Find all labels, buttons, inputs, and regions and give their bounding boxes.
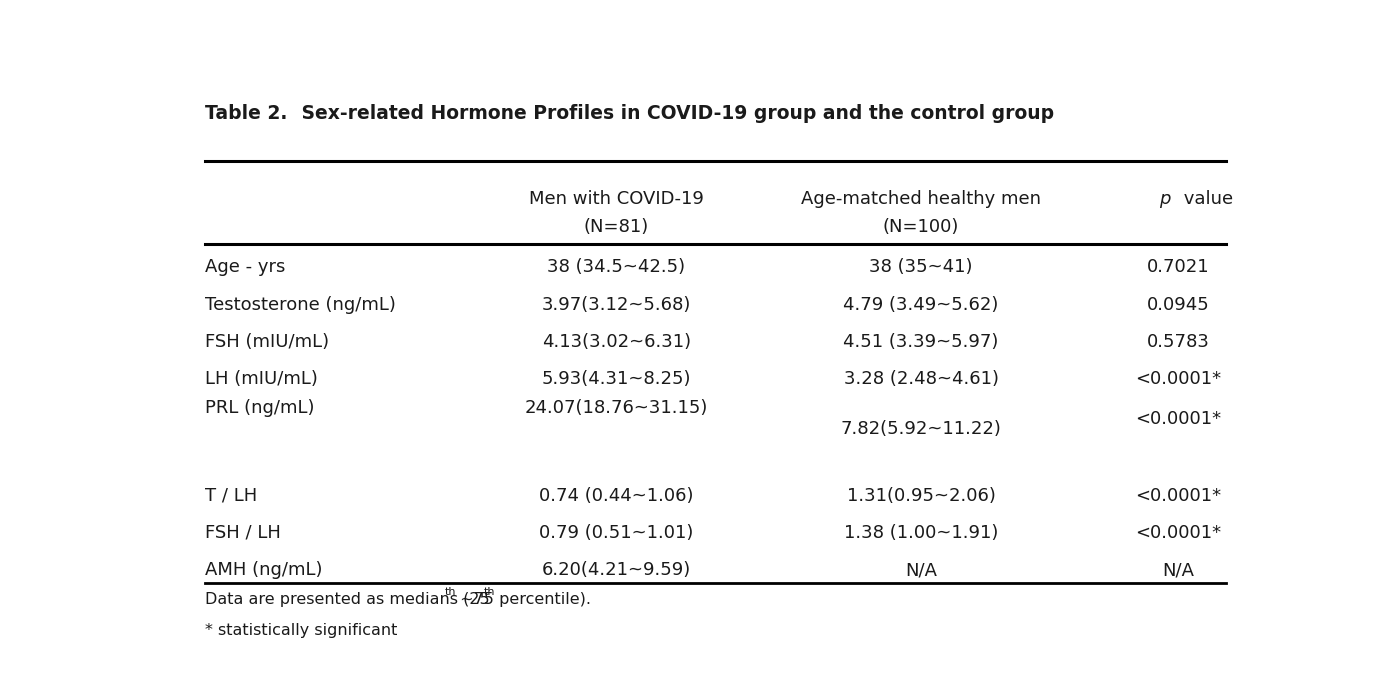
Text: * statistically significant: * statistically significant [204,623,397,638]
Text: Age - yrs: Age - yrs [204,258,284,276]
Text: th: th [484,587,495,597]
Text: 0.5783: 0.5783 [1147,333,1209,351]
Text: 4.51 (3.39~5.97): 4.51 (3.39~5.97) [843,333,999,351]
Text: 0.74 (0.44~1.06): 0.74 (0.44~1.06) [540,487,694,505]
Text: 0.7021: 0.7021 [1147,258,1209,276]
Text: 3.97(3.12~5.68): 3.97(3.12~5.68) [542,296,691,313]
Text: 5.93(4.31~8.25): 5.93(4.31~8.25) [541,370,691,388]
Text: 4.13(3.02~6.31): 4.13(3.02~6.31) [542,333,691,351]
Text: p: p [1159,190,1170,208]
Text: <0.0001*: <0.0001* [1134,524,1221,542]
Text: FSH / LH: FSH / LH [204,524,280,542]
Text: Testosterone (ng/mL): Testosterone (ng/mL) [204,296,396,313]
Text: percentile).: percentile). [494,592,591,607]
Text: <0.0001*: <0.0001* [1134,370,1221,388]
Text: N/A: N/A [905,561,937,579]
Text: <0.0001*: <0.0001* [1134,487,1221,505]
Text: Sex-related Hormone Profiles in COVID-19 group and the control group: Sex-related Hormone Profiles in COVID-19… [282,104,1054,123]
Text: 38 (34.5~42.5): 38 (34.5~42.5) [548,258,686,276]
Text: <0.0001*: <0.0001* [1134,410,1221,428]
Text: (N=100): (N=100) [883,218,959,237]
Text: PRL (ng/mL): PRL (ng/mL) [204,400,315,417]
Text: 24.07(18.76~31.15): 24.07(18.76~31.15) [524,400,708,417]
Text: Age-matched healthy men: Age-matched healthy men [802,190,1041,208]
Text: Table 2.: Table 2. [204,104,287,123]
Text: (N=81): (N=81) [584,218,649,237]
Text: 7.82(5.92~11.22): 7.82(5.92~11.22) [840,420,1002,438]
Text: 38 (35~41): 38 (35~41) [869,258,973,276]
Text: 1.31(0.95~2.06): 1.31(0.95~2.06) [847,487,995,505]
Text: FSH (mIU/mL): FSH (mIU/mL) [204,333,328,351]
Text: Data are presented as medians (25: Data are presented as medians (25 [204,592,490,607]
Text: 6.20(4.21~9.59): 6.20(4.21~9.59) [542,561,691,579]
Text: 0.0945: 0.0945 [1147,296,1209,313]
Text: N/A: N/A [1162,561,1194,579]
Text: ~75: ~75 [454,592,494,607]
Text: th: th [444,587,455,597]
Text: value: value [1177,190,1232,208]
Text: 0.79 (0.51~1.01): 0.79 (0.51~1.01) [540,524,694,542]
Text: LH (mIU/mL): LH (mIU/mL) [204,370,317,388]
Text: 4.79 (3.49~5.62): 4.79 (3.49~5.62) [843,296,999,313]
Text: 3.28 (2.48~4.61): 3.28 (2.48~4.61) [843,370,999,388]
Text: T / LH: T / LH [204,487,257,505]
Text: Men with COVID-19: Men with COVID-19 [529,190,704,208]
Text: AMH (ng/mL): AMH (ng/mL) [204,561,322,579]
Text: 1.38 (1.00~1.91): 1.38 (1.00~1.91) [845,524,998,542]
